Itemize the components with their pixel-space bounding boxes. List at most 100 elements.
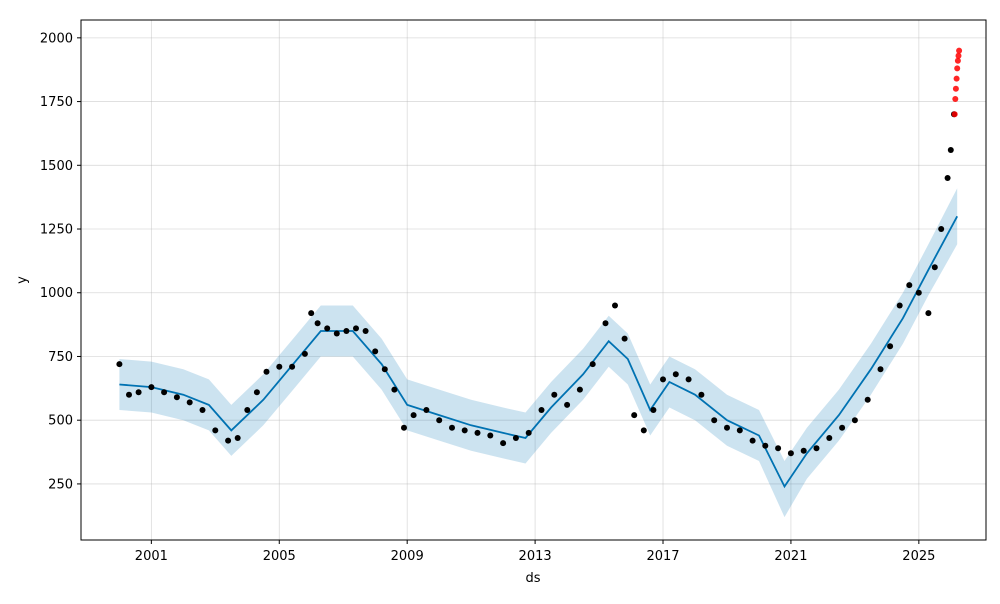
observed-point: [512, 435, 519, 441]
observed-point: [212, 427, 219, 434]
y-tick-label: 1500: [40, 159, 73, 174]
observed-point: [401, 424, 407, 431]
observed-points-layer: [116, 111, 957, 457]
observed-point: [631, 412, 638, 419]
observed-point: [225, 437, 232, 444]
forecast-line: [119, 215, 958, 489]
y-tick-label: 750: [48, 350, 73, 365]
x-tick-label: 2013: [519, 549, 552, 564]
observed-point: [602, 320, 609, 327]
observed-point: [263, 368, 270, 375]
observed-point: [650, 407, 657, 413]
observed-point: [372, 348, 379, 355]
uncertainty-band-layer: [119, 188, 958, 518]
observed-point: [736, 427, 743, 434]
observed-point: [775, 445, 782, 452]
x-axis-label: ds: [525, 571, 540, 586]
uncertainty-band: [119, 188, 958, 518]
observed-point: [381, 366, 388, 373]
observed-point: [289, 363, 296, 370]
holdout-point: [954, 57, 961, 64]
observed-point: [800, 447, 807, 454]
observed-point: [324, 325, 331, 332]
y-axis-label: y: [15, 276, 30, 284]
observed-point: [724, 424, 730, 431]
observed-point: [126, 391, 132, 398]
holdout-points-layer: [951, 47, 963, 118]
observed-point: [362, 328, 369, 334]
observed-point: [711, 417, 718, 424]
observed-point: [333, 330, 340, 337]
observed-point: [877, 366, 884, 373]
observed-point: [826, 435, 833, 441]
observed-point: [186, 399, 193, 406]
observed-point: [839, 424, 846, 431]
observed-point: [525, 429, 532, 436]
observed-point: [161, 389, 168, 396]
x-axis: 2001 2005 2009 2013 2017 2021 2025: [135, 540, 935, 564]
observed-point: [915, 289, 922, 296]
observed-point: [749, 437, 756, 444]
forecast-line-layer: [119, 215, 958, 489]
y-tick-label: 1250: [40, 223, 73, 238]
x-tick-label: 2005: [263, 549, 296, 564]
observed-point: [931, 264, 938, 271]
observed-point: [660, 376, 666, 383]
observed-point: [813, 445, 820, 452]
x-tick-label: 2001: [135, 549, 168, 564]
observed-point: [173, 394, 180, 401]
observed-point: [410, 412, 417, 419]
observed-point: [938, 226, 945, 232]
holdout-point: [954, 65, 961, 72]
holdout-point: [953, 75, 960, 82]
observed-point: [944, 175, 951, 181]
plot-frame: [80, 19, 987, 541]
observed-point: [148, 384, 155, 391]
observed-point: [253, 389, 260, 396]
observed-point: [449, 424, 455, 431]
observed-point: [564, 401, 571, 408]
observed-point: [474, 429, 481, 436]
observed-point: [589, 361, 596, 368]
observed-point: [787, 450, 794, 457]
y-axis: 250 500 750 1000 1250 1500 1750 2000: [40, 31, 81, 492]
observed-point: [234, 435, 241, 441]
holdout-point: [951, 111, 958, 118]
x-tick-label: 2021: [774, 549, 807, 564]
observed-point: [551, 391, 558, 398]
observed-point: [640, 427, 647, 434]
observed-point: [851, 417, 858, 424]
observed-point: [436, 417, 443, 424]
x-tick-label: 2009: [391, 549, 424, 564]
grid: [81, 20, 986, 540]
observed-point: [685, 376, 692, 383]
y-tick-label: 500: [48, 414, 73, 429]
observed-point: [896, 302, 903, 309]
observed-point: [621, 335, 628, 342]
holdout-point: [952, 85, 959, 92]
observed-point: [391, 386, 398, 393]
y-tick-label: 1750: [40, 95, 73, 110]
holdout-point: [952, 96, 959, 102]
y-tick-label: 2000: [40, 31, 73, 46]
observed-point: [308, 310, 315, 317]
observed-point: [244, 407, 251, 413]
x-tick-label: 2017: [646, 549, 679, 564]
observed-point: [301, 350, 308, 357]
observed-point: [672, 371, 679, 378]
observed-point: [576, 386, 583, 393]
observed-point: [276, 363, 283, 370]
observed-point: [947, 147, 954, 153]
observed-point: [116, 361, 123, 368]
y-tick-label: 250: [48, 477, 73, 492]
observed-point: [135, 389, 142, 396]
holdout-point: [955, 52, 962, 59]
observed-point: [314, 320, 321, 327]
observed-point: [461, 427, 468, 434]
observed-point: [612, 302, 618, 309]
observed-point: [487, 432, 494, 439]
observed-point: [538, 407, 545, 413]
observed-point: [199, 407, 206, 413]
